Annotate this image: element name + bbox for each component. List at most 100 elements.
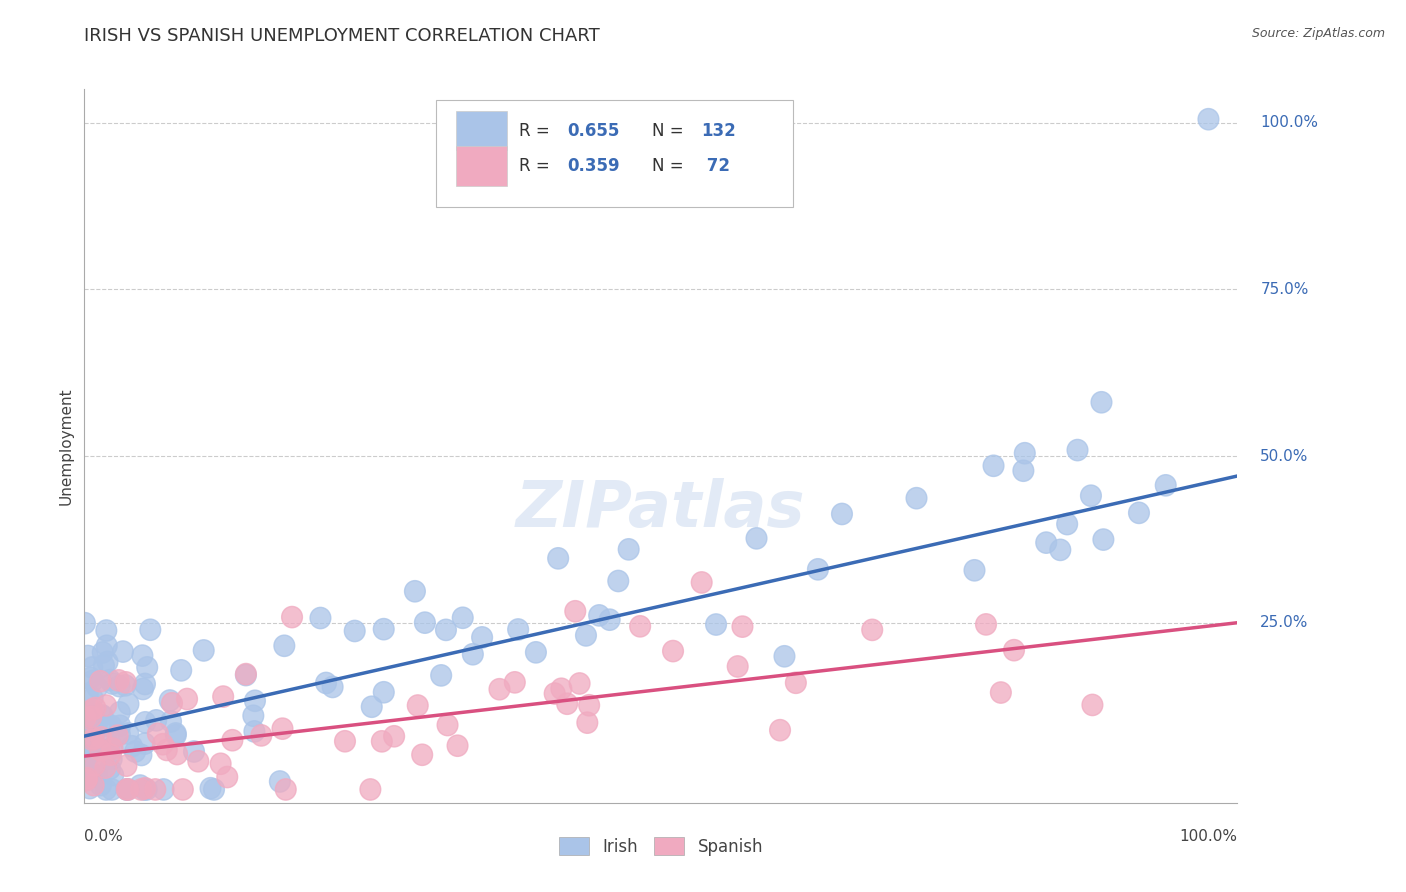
Y-axis label: Unemployment: Unemployment [58,387,73,505]
Ellipse shape [84,755,105,776]
Ellipse shape [93,641,112,663]
Ellipse shape [80,667,101,689]
Ellipse shape [98,734,120,756]
Ellipse shape [77,645,98,666]
Text: R =: R = [519,121,555,139]
Ellipse shape [82,734,103,756]
Ellipse shape [1067,440,1088,461]
Ellipse shape [786,672,806,693]
Ellipse shape [170,660,191,681]
Ellipse shape [115,672,136,693]
Ellipse shape [121,736,142,757]
Ellipse shape [96,620,117,641]
Text: IRISH VS SPANISH UNEMPLOYMENT CORRELATION CHART: IRISH VS SPANISH UNEMPLOYMENT CORRELATIO… [84,27,600,45]
Ellipse shape [135,778,156,799]
Ellipse shape [135,673,155,695]
Ellipse shape [77,721,98,742]
Legend: Irish, Spanish: Irish, Spanish [553,830,769,863]
Ellipse shape [374,681,394,703]
Ellipse shape [115,674,135,696]
Ellipse shape [77,683,98,705]
Ellipse shape [86,766,107,788]
Ellipse shape [129,775,150,797]
Ellipse shape [1004,640,1025,661]
Ellipse shape [548,548,568,569]
Ellipse shape [75,613,96,634]
Ellipse shape [159,690,180,711]
Ellipse shape [316,673,336,694]
Ellipse shape [100,669,121,690]
Ellipse shape [505,672,526,693]
Ellipse shape [135,733,155,755]
Ellipse shape [83,764,104,785]
Ellipse shape [76,714,97,735]
Ellipse shape [125,741,146,762]
Ellipse shape [575,624,596,646]
Ellipse shape [86,719,107,740]
Ellipse shape [76,737,96,758]
Ellipse shape [141,619,160,640]
Ellipse shape [76,770,97,790]
Ellipse shape [569,673,591,694]
Ellipse shape [1036,532,1056,553]
Ellipse shape [91,706,112,726]
Ellipse shape [579,695,599,716]
Ellipse shape [1057,514,1077,534]
Ellipse shape [87,677,108,698]
Ellipse shape [84,722,105,743]
Ellipse shape [152,733,173,755]
Ellipse shape [90,671,111,692]
Ellipse shape [544,683,565,704]
Ellipse shape [84,739,105,761]
Ellipse shape [360,779,381,800]
Ellipse shape [91,727,111,748]
Ellipse shape [1012,460,1033,482]
Ellipse shape [148,723,169,745]
Ellipse shape [118,779,138,800]
Ellipse shape [82,699,103,721]
Ellipse shape [110,715,131,737]
Ellipse shape [101,748,122,770]
Ellipse shape [110,723,131,745]
Ellipse shape [86,736,107,757]
Ellipse shape [82,688,103,709]
Ellipse shape [270,771,290,792]
Ellipse shape [156,739,177,761]
Text: 50.0%: 50.0% [1260,449,1309,464]
Ellipse shape [463,643,484,665]
Ellipse shape [117,779,138,800]
Ellipse shape [82,706,101,728]
Ellipse shape [82,657,103,678]
Text: 132: 132 [702,121,735,139]
Ellipse shape [508,619,529,640]
Ellipse shape [662,640,683,662]
Ellipse shape [75,770,96,791]
Ellipse shape [415,612,436,633]
Ellipse shape [1198,109,1219,130]
Ellipse shape [107,725,128,747]
Ellipse shape [447,735,468,756]
Text: 25.0%: 25.0% [1260,615,1309,631]
Ellipse shape [146,710,166,731]
Ellipse shape [96,757,115,779]
Ellipse shape [188,750,208,772]
Ellipse shape [976,614,997,635]
Ellipse shape [692,572,711,593]
Ellipse shape [727,656,748,677]
Ellipse shape [132,645,153,666]
Ellipse shape [134,779,155,800]
Ellipse shape [1156,475,1175,496]
Ellipse shape [75,715,96,737]
Ellipse shape [90,774,111,796]
Ellipse shape [1129,502,1149,524]
Text: R =: R = [519,157,555,175]
Ellipse shape [990,681,1011,703]
Ellipse shape [97,715,118,737]
Ellipse shape [83,741,104,762]
FancyBboxPatch shape [456,111,508,150]
Ellipse shape [472,627,492,648]
Ellipse shape [200,778,221,799]
Ellipse shape [489,679,510,700]
Ellipse shape [344,620,366,641]
Ellipse shape [93,705,112,726]
